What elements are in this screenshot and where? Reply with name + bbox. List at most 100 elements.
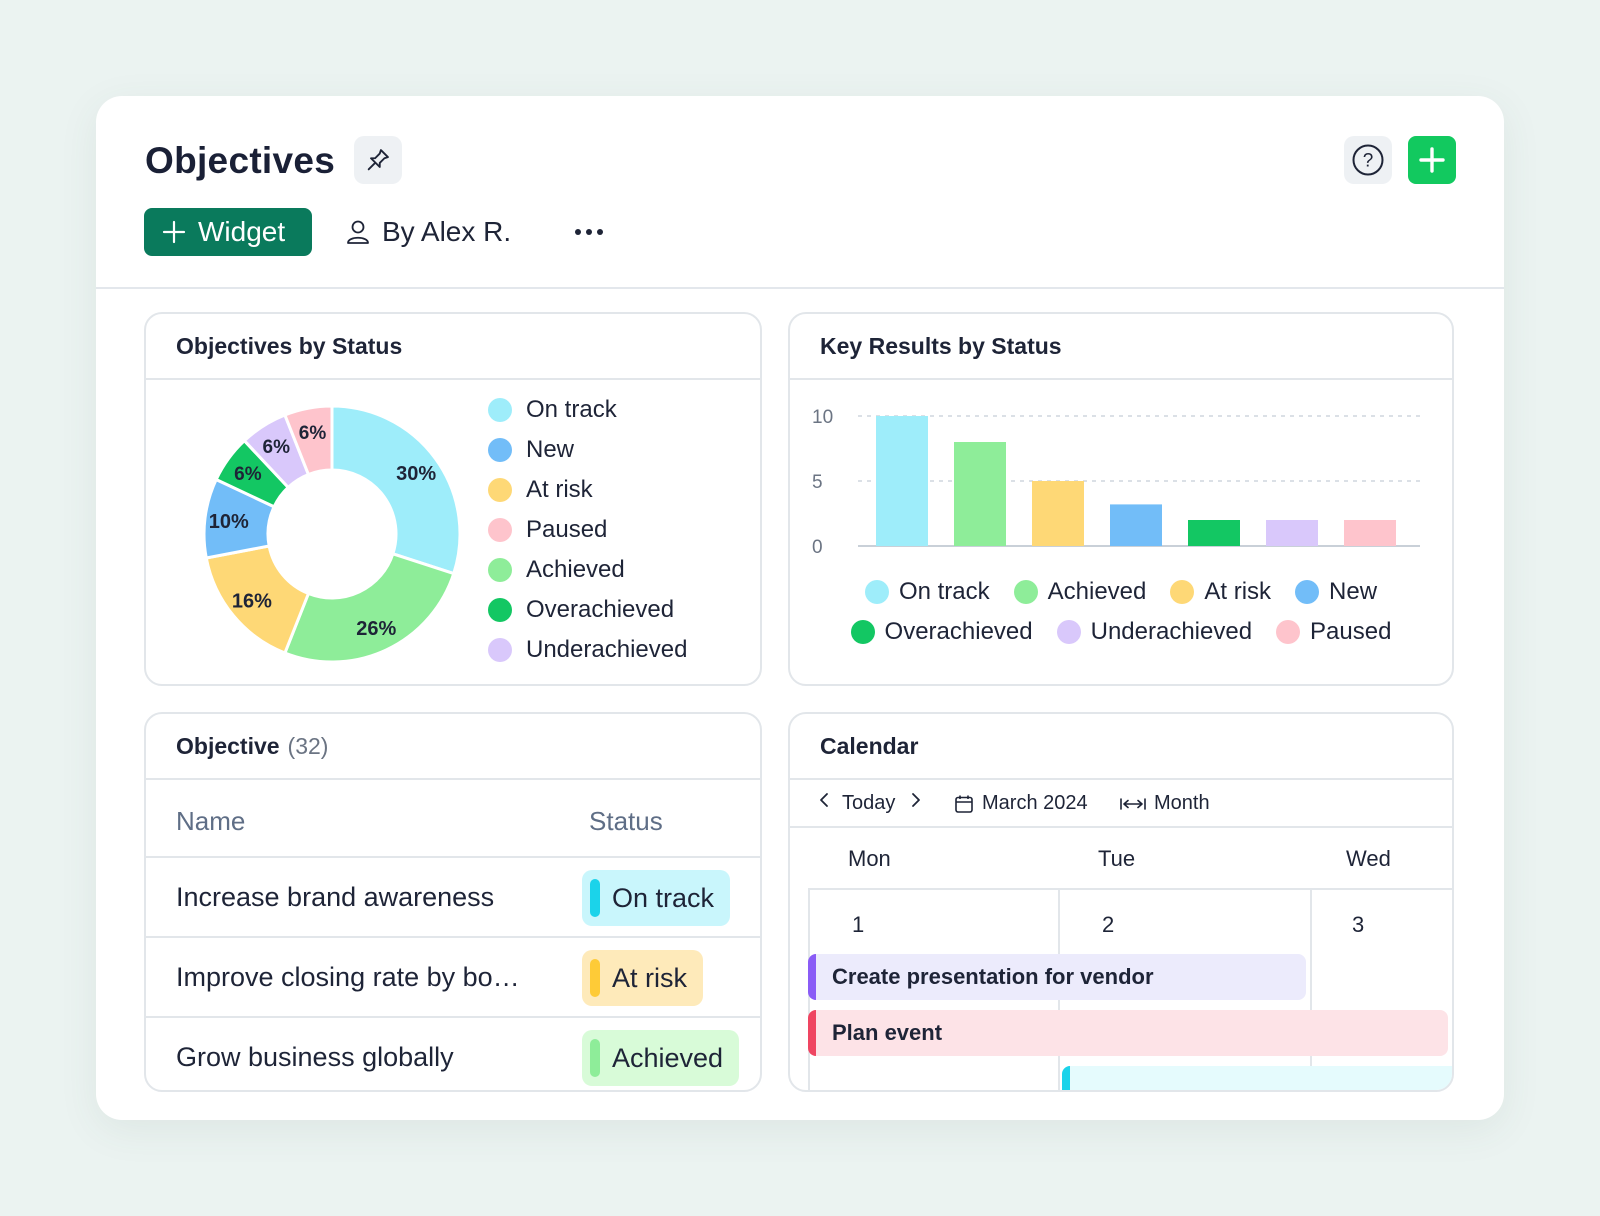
legend-item: Underachieved: [1056, 618, 1252, 646]
donut-slice-label: 26%: [356, 618, 396, 640]
pin-button[interactable]: [354, 136, 402, 184]
table-row[interactable]: Improve closing rate by bo… At risk: [146, 938, 760, 1018]
legend-item: Achieved: [1013, 578, 1147, 606]
legend-label: On track: [898, 578, 990, 605]
plus-icon: [1419, 147, 1445, 173]
next-period-button[interactable]: [910, 792, 922, 808]
donut-slice-label: 6%: [234, 464, 262, 485]
legend-item: At risk: [488, 470, 687, 510]
y-tick-label: 5: [812, 472, 823, 493]
y-tick-label: 10: [812, 407, 833, 428]
month-picker[interactable]: March 2024: [954, 792, 1088, 815]
legend-label: Achieved: [526, 556, 625, 583]
objective-name[interactable]: Improve closing rate by bo…: [176, 962, 520, 992]
previous-period-button[interactable]: [818, 792, 830, 808]
legend-item: At risk: [1170, 578, 1271, 606]
owner-filter[interactable]: By Alex R.: [346, 208, 511, 256]
legend-item: On track: [488, 390, 687, 430]
panel-title: Objectives by Status: [146, 314, 760, 380]
bar[interactable]: [1266, 520, 1318, 546]
legend-item: Paused: [1276, 618, 1391, 646]
objective-name[interactable]: Increase brand awareness: [176, 882, 495, 912]
legend-swatch: [488, 398, 512, 422]
bar[interactable]: [954, 442, 1006, 546]
legend-swatch: [1013, 580, 1038, 604]
event-color-bar: [1062, 1066, 1070, 1090]
event-label: Plan event: [832, 1020, 943, 1045]
table-row[interactable]: Grow business globally Achieved: [146, 1018, 760, 1090]
event-label: Create presentation for vendor: [832, 964, 1154, 989]
owner-label: By Alex R.: [382, 216, 512, 247]
key-results-bar-chart: 10 5 0: [812, 407, 1420, 558]
key-results-by-status-panel: Key Results by Status 10 5 0 On track Achi…: [788, 312, 1454, 686]
bar[interactable]: [1344, 520, 1396, 546]
add-widget-button[interactable]: Widget: [144, 208, 312, 256]
legend-label: Overachieved: [526, 596, 675, 623]
day-name: Mon: [848, 846, 891, 871]
legend-label: Underachieved: [526, 636, 688, 663]
chevron-right-icon: [912, 793, 920, 807]
view-label: Month: [1154, 792, 1210, 814]
day-name: Tue: [1098, 846, 1136, 871]
add-widget-label: Widget: [198, 216, 286, 247]
status-badge[interactable]: At risk: [582, 950, 704, 1006]
legend-swatch: [1276, 620, 1301, 644]
bar[interactable]: [1110, 504, 1162, 546]
calendar-event[interactable]: Create presentation for vendor: [808, 954, 1306, 1000]
table-row[interactable]: Increase brand awareness On track: [146, 858, 760, 938]
add-button[interactable]: [1408, 136, 1456, 184]
day-number[interactable]: 3: [1352, 912, 1365, 937]
view-switcher[interactable]: Month: [1120, 792, 1210, 815]
legend-swatch: [488, 518, 512, 542]
legend-item: Paused: [488, 510, 687, 550]
legend-label: On track: [526, 396, 617, 423]
legend-swatch: [488, 438, 512, 462]
bar[interactable]: [1032, 481, 1084, 546]
month-label: March 2024: [982, 792, 1088, 814]
objective-table-panel: Objective (32) Name Status Increase bran…: [144, 712, 762, 1092]
donut-slice[interactable]: [330, 404, 462, 576]
bar[interactable]: [1188, 520, 1240, 546]
panel-title: Key Results by Status: [790, 314, 1452, 380]
y-tick-label: 0: [812, 537, 823, 558]
objectives-by-status-panel: Objectives by Status 30% 26% 16% 10% 6% 6% 6% …: [144, 312, 762, 686]
event-color-bar: [808, 1010, 816, 1056]
legend-item: Overachieved: [488, 590, 687, 630]
objective-count: (32): [287, 732, 329, 759]
user-icon: [347, 220, 369, 244]
bar[interactable]: [876, 416, 928, 546]
pin-icon: [367, 149, 389, 171]
donut-slice-label: 6%: [299, 423, 327, 444]
column-header-name[interactable]: Name: [176, 806, 246, 836]
donut-slice[interactable]: [282, 404, 334, 477]
status-label: On track: [612, 882, 715, 913]
status-color-bar: [590, 959, 600, 997]
objective-name[interactable]: Grow business globally: [176, 1042, 454, 1072]
day-number[interactable]: 2: [1102, 912, 1115, 937]
status-badge[interactable]: Achieved: [582, 1030, 740, 1086]
day-number[interactable]: 1: [852, 912, 865, 937]
calendar-event[interactable]: Plan event: [808, 1010, 1448, 1056]
status-badge[interactable]: On track: [582, 870, 731, 926]
donut-slice-label: 6%: [263, 437, 291, 458]
calendar-toolbar: Today March 2024 Month: [790, 780, 1452, 828]
donut-slice[interactable]: [282, 551, 456, 664]
table-header: Name Status: [146, 780, 760, 858]
more-options-button[interactable]: [566, 208, 612, 256]
donut-slice-label: 10%: [209, 511, 249, 533]
calendar-event[interactable]: [1062, 1066, 1452, 1090]
donut-slice-label: 16%: [232, 590, 272, 612]
objectives-dashboard: Objectives ? Widget By Alex R.: [96, 96, 1504, 1120]
calendar-icon: [955, 795, 973, 813]
status-color-bar: [590, 1039, 600, 1077]
legend-label: Achieved: [1047, 578, 1147, 605]
help-button[interactable]: ?: [1344, 136, 1392, 184]
today-button[interactable]: Today: [842, 792, 896, 814]
legend-label: Paused: [526, 516, 608, 543]
legend-swatch: [1056, 620, 1081, 644]
column-header-status[interactable]: Status: [589, 806, 663, 836]
legend-item: Achieved: [488, 550, 687, 590]
legend-item: New: [488, 430, 687, 470]
panel-title: Calendar: [790, 714, 1452, 780]
week-row-divider: [808, 888, 1452, 890]
